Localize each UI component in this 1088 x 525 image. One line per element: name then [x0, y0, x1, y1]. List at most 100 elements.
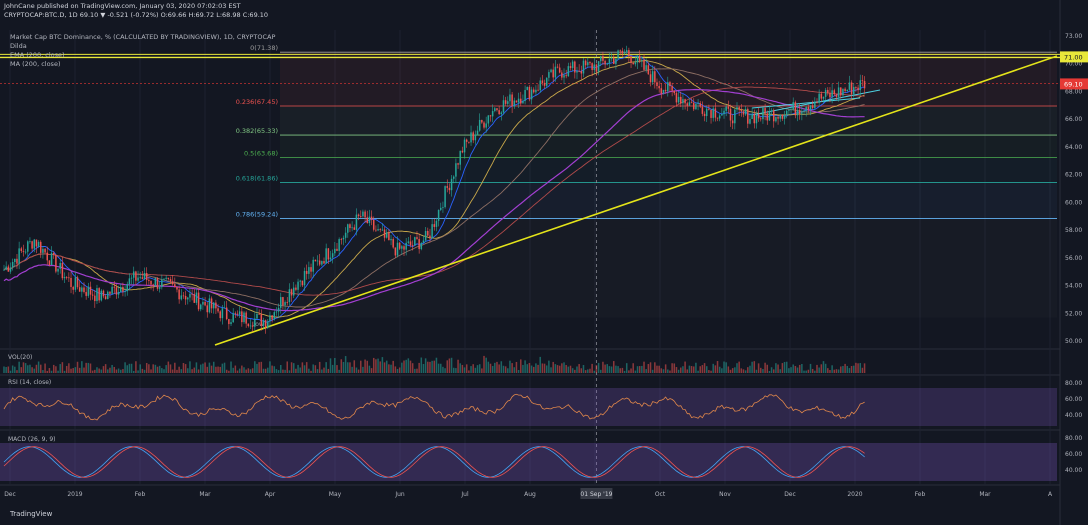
- candle-body: [852, 87, 855, 95]
- volume-bar: [714, 365, 717, 373]
- candle-body: [785, 110, 788, 116]
- volume-bar: [468, 370, 470, 373]
- volume-bar: [98, 368, 100, 373]
- candle-body: [120, 287, 122, 292]
- volume-bar: [634, 370, 637, 373]
- volume-bar: [796, 367, 799, 373]
- candle-body: [193, 294, 196, 303]
- volume-bar: [463, 367, 466, 373]
- candle-body: [74, 277, 77, 290]
- volume-bar: [710, 370, 712, 373]
- candle-body: [232, 313, 234, 323]
- candle-body: [187, 297, 189, 300]
- volume-bar: [414, 368, 416, 373]
- volume-bar: [230, 361, 232, 373]
- volume-bar: [446, 360, 449, 373]
- volume-bar: [14, 366, 16, 373]
- volume-bar: [152, 364, 154, 373]
- volume-bar: [256, 363, 258, 373]
- candle-body: [857, 87, 859, 91]
- volume-bar: [362, 366, 364, 373]
- volume-bar: [675, 367, 678, 373]
- candle-body: [245, 312, 247, 324]
- candle-body: [70, 277, 72, 287]
- volume-bar: [507, 368, 509, 373]
- volume-bar: [63, 370, 66, 373]
- price-tick: 73.00: [1065, 33, 1082, 40]
- candle-body: [161, 279, 163, 288]
- candle-body: [699, 103, 701, 107]
- candle-body: [582, 60, 585, 74]
- candle-body: [472, 132, 474, 141]
- candle-body: [3, 269, 5, 271]
- volume-bar: [483, 355, 485, 373]
- candle-body: [156, 278, 159, 289]
- candle-body: [593, 64, 596, 70]
- candle-body: [189, 293, 191, 298]
- volume-bar: [269, 361, 271, 373]
- candle-body: [375, 229, 377, 231]
- candle-body: [671, 86, 673, 91]
- candle-body: [658, 86, 660, 89]
- volume-bar: [416, 368, 418, 373]
- candle-body: [236, 313, 239, 315]
- volume-bar: [202, 363, 204, 373]
- volume-bar: [712, 363, 714, 373]
- candle-body: [171, 281, 174, 285]
- volume-bar: [156, 366, 159, 373]
- candle-body: [191, 293, 193, 295]
- candle-body: [777, 117, 779, 119]
- volume-bar: [305, 362, 308, 373]
- volume-bar: [109, 367, 111, 373]
- candle-body: [660, 88, 663, 94]
- volume-bar: [219, 366, 221, 373]
- volume-bar: [788, 368, 790, 373]
- candle-body: [286, 302, 289, 303]
- ma-mid-line: [3, 60, 865, 318]
- candle-body: [57, 268, 59, 272]
- volume-bar: [20, 367, 23, 373]
- volume-bar: [91, 370, 94, 373]
- candle-body: [212, 302, 215, 309]
- volume-bar: [537, 364, 539, 373]
- volume-bar: [522, 364, 524, 373]
- volume-bar: [299, 367, 301, 373]
- volume-bar: [288, 370, 291, 373]
- candle-body: [772, 110, 775, 122]
- volume-bar: [688, 365, 691, 373]
- volume-bar: [718, 366, 721, 373]
- volume-bar: [738, 361, 740, 373]
- volume-bar: [532, 366, 535, 373]
- candle-body: [228, 319, 230, 325]
- candle-body: [394, 247, 397, 256]
- candle-body: [697, 103, 699, 105]
- volume-bar: [437, 363, 440, 373]
- candle-body: [589, 62, 591, 64]
- triangle-upper: [751, 97, 861, 109]
- volume-bar: [682, 366, 684, 373]
- candle-body: [269, 315, 271, 322]
- candle-body: [483, 122, 485, 128]
- volume-bar: [139, 364, 141, 373]
- candle-body: [370, 216, 373, 220]
- volume-bar: [803, 370, 805, 373]
- candle-body: [779, 114, 781, 119]
- time-tick: Jul: [460, 491, 469, 498]
- candle-body: [405, 242, 407, 250]
- volume-bar: [628, 370, 630, 373]
- candle-body: [515, 100, 518, 103]
- volume-bar: [749, 365, 751, 373]
- candle-body: [27, 241, 29, 252]
- candle-body: [42, 248, 44, 253]
- candle-body: [355, 214, 358, 230]
- volume-bar: [641, 365, 643, 373]
- volume-bar: [615, 365, 617, 373]
- candle-body: [708, 108, 710, 110]
- candle-body: [465, 139, 468, 142]
- volume-bar: [770, 367, 773, 373]
- candle-body: [757, 114, 760, 119]
- candle-body: [647, 65, 650, 75]
- volume-bar: [852, 365, 855, 373]
- volume-bar: [465, 364, 468, 373]
- volume-bar: [208, 362, 211, 373]
